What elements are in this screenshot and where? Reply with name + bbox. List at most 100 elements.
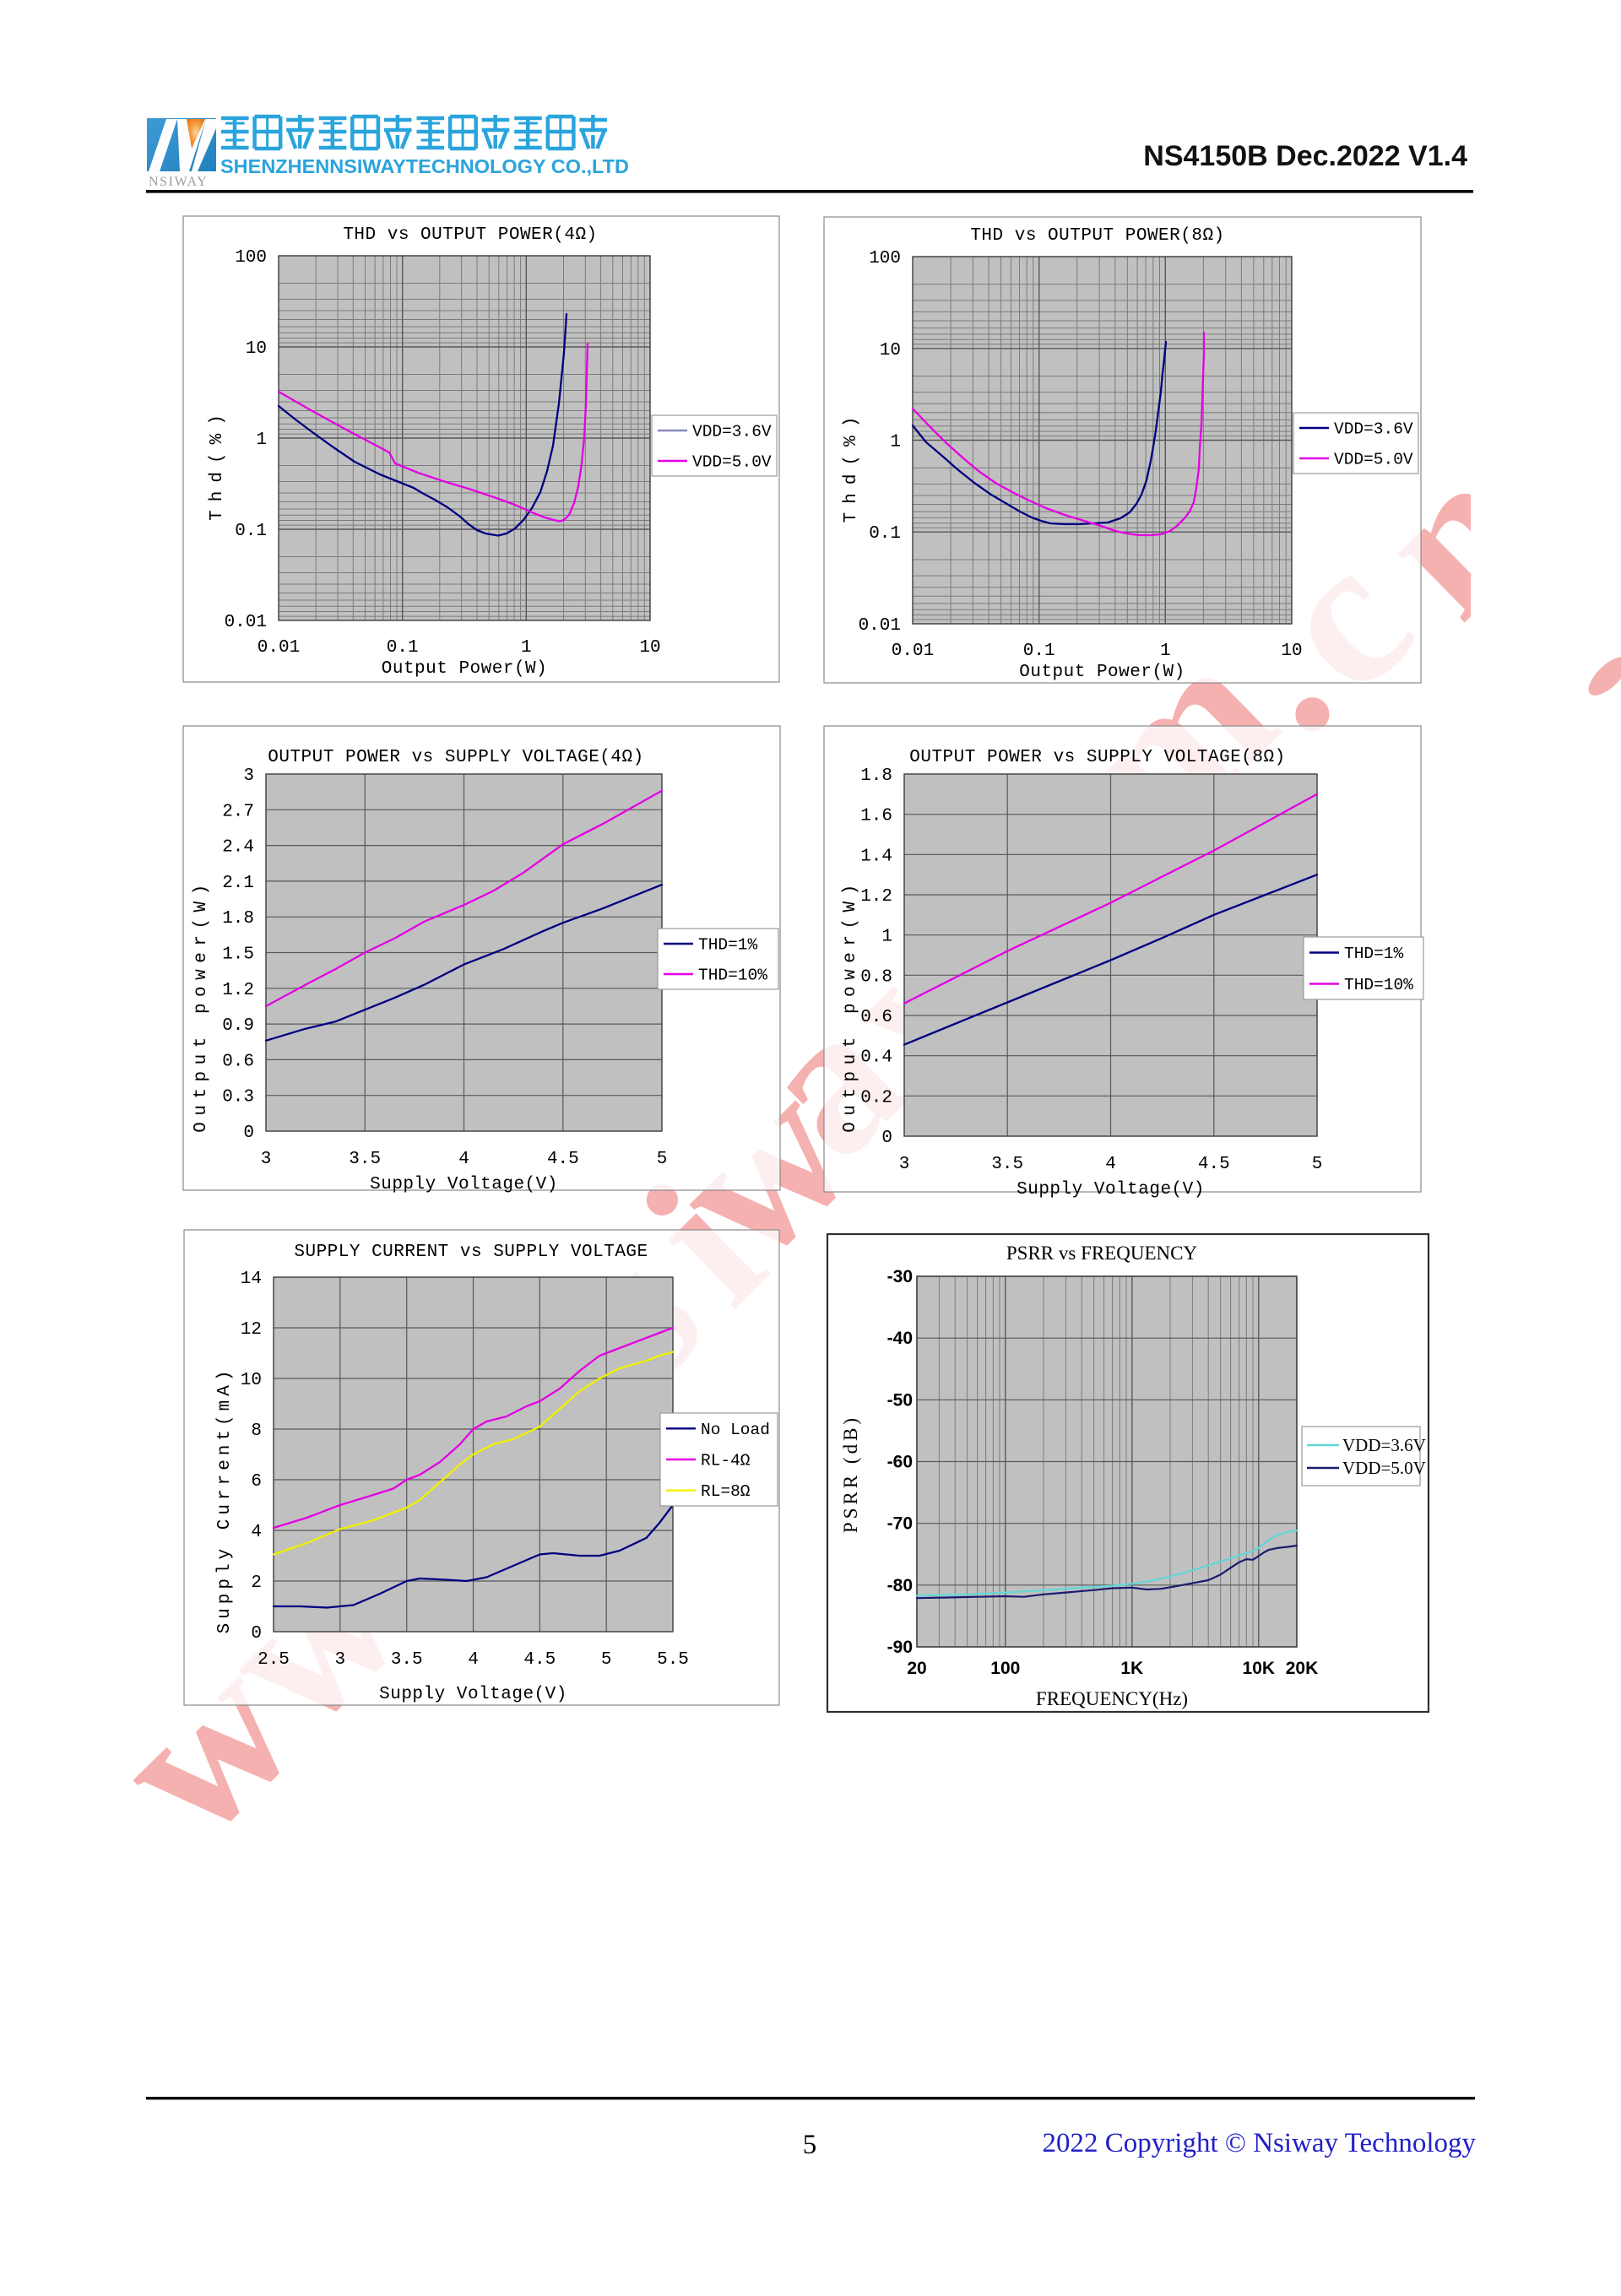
svg-text:20: 20 — [907, 1659, 926, 1678]
svg-text:THD=10%: THD=10% — [698, 967, 767, 985]
svg-text:VDD=3.6V: VDD=3.6V — [1342, 1435, 1426, 1455]
svg-text:2.1: 2.1 — [222, 874, 254, 893]
svg-text:VDD=3.6V: VDD=3.6V — [1334, 420, 1413, 439]
svg-text:FREQUENCY(Hz): FREQUENCY(Hz) — [1036, 1688, 1188, 1709]
svg-text:2: 2 — [251, 1573, 262, 1593]
svg-text:10K: 10K — [1243, 1659, 1276, 1678]
svg-text:SUPPLY CURRENT vs SUPPLY VOLTA: SUPPLY CURRENT vs SUPPLY VOLTAGE — [294, 1243, 648, 1262]
svg-text:VDD=5.0V: VDD=5.0V — [692, 453, 772, 472]
svg-text:Supply Current(mA): Supply Current(mA) — [215, 1367, 235, 1634]
svg-text:14: 14 — [241, 1270, 262, 1289]
svg-text:0.01: 0.01 — [225, 613, 267, 632]
svg-text:1.8: 1.8 — [222, 909, 254, 929]
svg-text:NS4150B Dec.2022 V1.4: NS4150B Dec.2022 V1.4 — [1143, 140, 1467, 172]
svg-text:5: 5 — [601, 1650, 612, 1670]
svg-text:0.4: 0.4 — [860, 1048, 892, 1068]
svg-text:100: 100 — [990, 1659, 1020, 1678]
svg-text:1.5: 1.5 — [222, 945, 254, 965]
svg-text:1: 1 — [256, 430, 267, 450]
svg-text:1: 1 — [1160, 642, 1171, 661]
svg-text:-50: -50 — [887, 1390, 913, 1410]
svg-text:Output Power(W): Output Power(W) — [382, 659, 548, 679]
svg-text:1: 1 — [881, 928, 892, 947]
svg-text:THD=1%: THD=1% — [1344, 945, 1404, 963]
svg-text:4: 4 — [468, 1650, 479, 1670]
svg-text:1.8: 1.8 — [860, 766, 892, 786]
svg-text:VDD=5.0V: VDD=5.0V — [1334, 451, 1413, 469]
svg-text:SHENZHENNSIWAYTECHNOLOGY CO.,L: SHENZHENNSIWAYTECHNOLOGY CO.,LTD — [220, 155, 629, 177]
svg-text:1.6: 1.6 — [860, 807, 892, 826]
svg-text:10: 10 — [1281, 642, 1302, 661]
svg-text:4: 4 — [251, 1523, 262, 1542]
svg-text:OUTPUT POWER vs SUPPLY VOLTAGE: OUTPUT POWER vs SUPPLY VOLTAGE(8Ω) — [909, 748, 1285, 767]
svg-text:2.5: 2.5 — [258, 1650, 290, 1670]
svg-text:10: 10 — [246, 339, 267, 359]
svg-text:1: 1 — [890, 433, 901, 452]
svg-text:PSRR vs FREQUENCY: PSRR vs FREQUENCY — [1006, 1243, 1198, 1264]
svg-text:-90: -90 — [887, 1638, 913, 1657]
svg-text:1.2: 1.2 — [222, 981, 254, 1000]
svg-text:Output power(W): Output power(W) — [192, 878, 211, 1133]
svg-text:3.5: 3.5 — [391, 1650, 423, 1670]
svg-text:3.5: 3.5 — [349, 1150, 381, 1169]
svg-text:0.01: 0.01 — [892, 642, 934, 661]
svg-text:0.6: 0.6 — [860, 1008, 892, 1027]
svg-text:2.4: 2.4 — [222, 838, 254, 858]
svg-text:4.5: 4.5 — [523, 1650, 556, 1670]
svg-text:0.01: 0.01 — [258, 638, 300, 658]
svg-text:1.4: 1.4 — [860, 847, 892, 866]
svg-text:1K: 1K — [1120, 1659, 1143, 1678]
svg-text:0: 0 — [881, 1129, 892, 1148]
svg-text:8: 8 — [251, 1421, 262, 1441]
svg-text:12: 12 — [241, 1320, 262, 1340]
svg-text:5: 5 — [657, 1150, 668, 1169]
svg-text:20K: 20K — [1286, 1659, 1319, 1678]
svg-text:10: 10 — [639, 638, 660, 658]
svg-text:5: 5 — [1312, 1155, 1323, 1174]
svg-text:THD vs OUTPUT POWER(8Ω): THD vs OUTPUT POWER(8Ω) — [970, 226, 1224, 246]
svg-text:5: 5 — [803, 2130, 817, 2160]
svg-text:Thd(%): Thd(%) — [208, 406, 227, 521]
svg-text:0.8: 0.8 — [860, 967, 892, 987]
svg-text:3: 3 — [899, 1155, 910, 1174]
svg-text:-70: -70 — [887, 1514, 913, 1534]
svg-text:-30: -30 — [887, 1267, 913, 1286]
svg-text:OUTPUT POWER vs SUPPLY VOLTAGE: OUTPUT POWER vs SUPPLY VOLTAGE(4Ω) — [268, 748, 643, 767]
svg-text:3: 3 — [261, 1150, 272, 1169]
svg-text:Supply Voltage(V): Supply Voltage(V) — [1017, 1180, 1205, 1199]
svg-text:1: 1 — [521, 638, 532, 658]
svg-text:5.5: 5.5 — [657, 1650, 689, 1670]
svg-text:0.1: 0.1 — [869, 524, 901, 544]
svg-text:RL=8Ω: RL=8Ω — [701, 1482, 751, 1501]
svg-text:-60: -60 — [887, 1453, 913, 1472]
svg-text:4: 4 — [1105, 1155, 1116, 1174]
svg-text:RL-4Ω: RL-4Ω — [701, 1452, 751, 1470]
svg-text:0.1: 0.1 — [235, 522, 267, 541]
svg-text:0.2: 0.2 — [860, 1088, 892, 1107]
svg-text:0.01: 0.01 — [859, 616, 901, 636]
svg-text:10: 10 — [880, 341, 901, 360]
svg-text:100: 100 — [235, 248, 267, 268]
svg-text:0.6: 0.6 — [222, 1052, 254, 1071]
svg-text:-80: -80 — [887, 1576, 913, 1595]
svg-text:3: 3 — [243, 766, 254, 786]
svg-text:NSIWAY: NSIWAY — [149, 175, 208, 189]
svg-text:4: 4 — [458, 1150, 469, 1169]
svg-text:100: 100 — [869, 249, 901, 268]
svg-text:THD=10%: THD=10% — [1344, 976, 1413, 994]
svg-text:1.2: 1.2 — [860, 887, 892, 907]
svg-text:0.3: 0.3 — [222, 1088, 254, 1107]
svg-text:0: 0 — [243, 1124, 254, 1143]
svg-text:VDD=5.0V: VDD=5.0V — [1342, 1458, 1426, 1478]
svg-text:0.1: 0.1 — [387, 638, 419, 658]
svg-text:Supply Voltage(V): Supply Voltage(V) — [379, 1685, 567, 1704]
svg-text:0.1: 0.1 — [1023, 642, 1055, 661]
svg-text:4.5: 4.5 — [547, 1150, 579, 1169]
svg-text:-40: -40 — [887, 1329, 913, 1348]
svg-text:No Load: No Load — [701, 1421, 770, 1439]
svg-text:VDD=3.6V: VDD=3.6V — [692, 423, 772, 441]
svg-text:3.5: 3.5 — [991, 1155, 1023, 1174]
svg-text:0.9: 0.9 — [222, 1016, 254, 1036]
svg-text:Output power(W): Output power(W) — [841, 878, 860, 1133]
svg-text:0: 0 — [251, 1624, 262, 1643]
